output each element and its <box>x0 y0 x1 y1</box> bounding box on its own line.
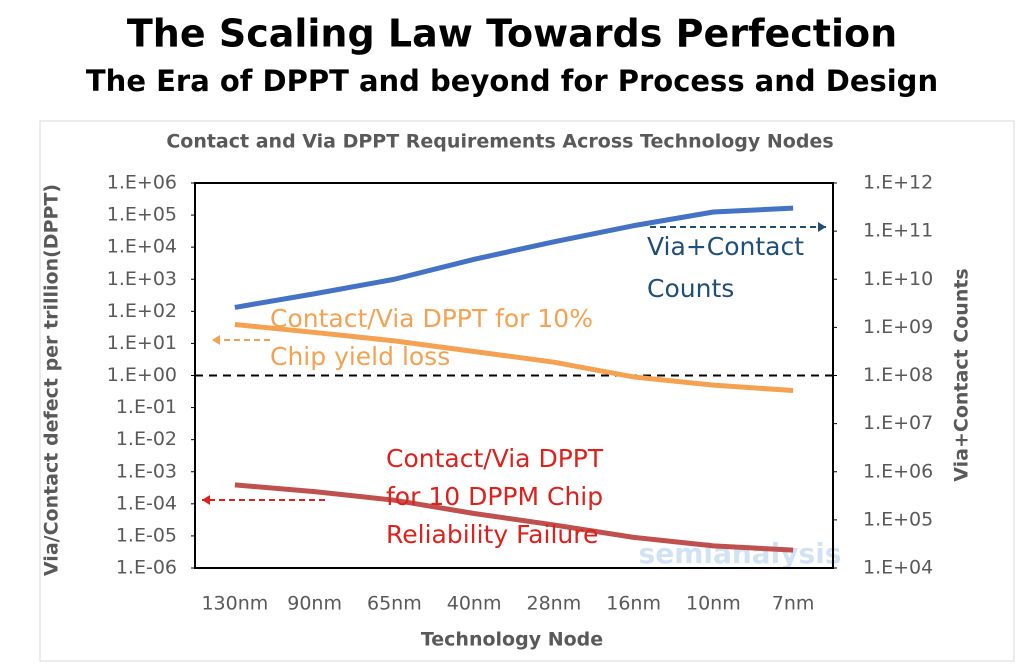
x-tick-label: 90nm <box>287 593 342 615</box>
x-tick-label: 40nm <box>447 593 502 615</box>
page-subtitle: The Era of DPPT and beyond for Process a… <box>86 64 938 98</box>
series-line <box>234 205 794 310</box>
arrow-head <box>818 222 826 232</box>
annotation: Counts <box>647 274 734 303</box>
series-line <box>234 321 794 394</box>
y-tick-label: 1.E-05 <box>116 524 177 546</box>
y-tick-label: 1.E+00 <box>107 364 177 386</box>
annotation: Contact/Via DPPT <box>386 444 604 473</box>
annotation: Contact/Via DPPT for 10% <box>270 304 593 333</box>
y-tick-label: 1.E-06 <box>116 557 177 579</box>
y2-tick-label: 1.E+12 <box>863 172 933 194</box>
y-tick-label: 1.E+01 <box>107 332 177 354</box>
y2-tick-label: 1.E+06 <box>863 460 933 482</box>
y2-tick-label: 1.E+07 <box>863 412 933 434</box>
x-tick-label: 16nm <box>606 593 661 615</box>
y-tick-label: 1.E-03 <box>116 460 177 482</box>
y2-tick-label: 1.E+05 <box>863 508 933 530</box>
x-axis-title: Technology Node <box>421 629 603 651</box>
y2-tick-label: 1.E+04 <box>863 557 933 579</box>
arrow-head <box>212 335 220 345</box>
page-title: The Scaling Law Towards Perfection <box>127 12 897 56</box>
y2-tick-label: 1.E+10 <box>863 268 933 290</box>
y2-tick-label: 1.E+11 <box>863 220 933 242</box>
annotation: Via+Contact <box>647 232 804 261</box>
series-line <box>234 482 794 553</box>
y2-tick-label: 1.E+09 <box>863 316 933 338</box>
y-tick-label: 1.E+05 <box>107 204 177 226</box>
x-tick-label: 7nm <box>772 593 815 615</box>
y-tick-label: 1.E-02 <box>116 428 177 450</box>
y-tick-label: 1.E+06 <box>107 172 177 194</box>
y2-tick-label: 1.E+08 <box>863 364 933 386</box>
y-tick-label: 1.E+04 <box>107 236 177 258</box>
arrow-head <box>202 495 210 505</box>
y-tick-label: 1.E+03 <box>107 268 177 290</box>
x-tick-label: 28nm <box>527 593 582 615</box>
x-tick-label: 65nm <box>367 593 422 615</box>
chart-title: Contact and Via DPPT Requirements Across… <box>166 131 833 153</box>
y-tick-label: 1.E+02 <box>107 300 177 322</box>
annotation: Chip yield loss <box>270 342 450 371</box>
annotation: Reliability Failure <box>386 520 598 549</box>
annotation: for 10 DPPM Chip <box>386 482 603 511</box>
y-axis-title: Via/Contact defect per trillion(DPPT) <box>41 184 63 576</box>
chart-frame <box>39 120 1015 662</box>
y-tick-label: 1.E-04 <box>116 492 177 514</box>
y-tick-label: 1.E-01 <box>116 396 177 418</box>
y2-axis-title: Via+Contact Counts <box>951 268 973 481</box>
x-tick-label: 130nm <box>201 593 268 615</box>
x-tick-label: 10nm <box>686 593 741 615</box>
